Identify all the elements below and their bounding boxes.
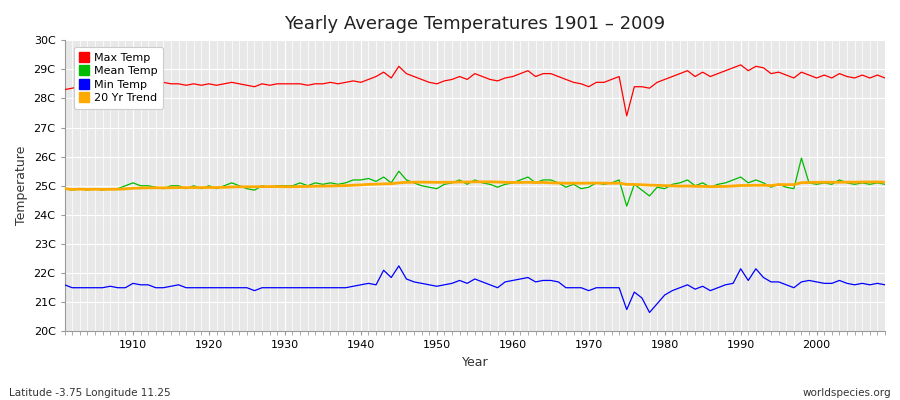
Text: Latitude -3.75 Longitude 11.25: Latitude -3.75 Longitude 11.25 — [9, 388, 171, 398]
Title: Yearly Average Temperatures 1901 – 2009: Yearly Average Temperatures 1901 – 2009 — [284, 15, 665, 33]
Legend: Max Temp, Mean Temp, Min Temp, 20 Yr Trend: Max Temp, Mean Temp, Min Temp, 20 Yr Tre… — [74, 47, 164, 109]
X-axis label: Year: Year — [462, 356, 488, 369]
Y-axis label: Temperature: Temperature — [15, 146, 28, 226]
Text: worldspecies.org: worldspecies.org — [803, 388, 891, 398]
